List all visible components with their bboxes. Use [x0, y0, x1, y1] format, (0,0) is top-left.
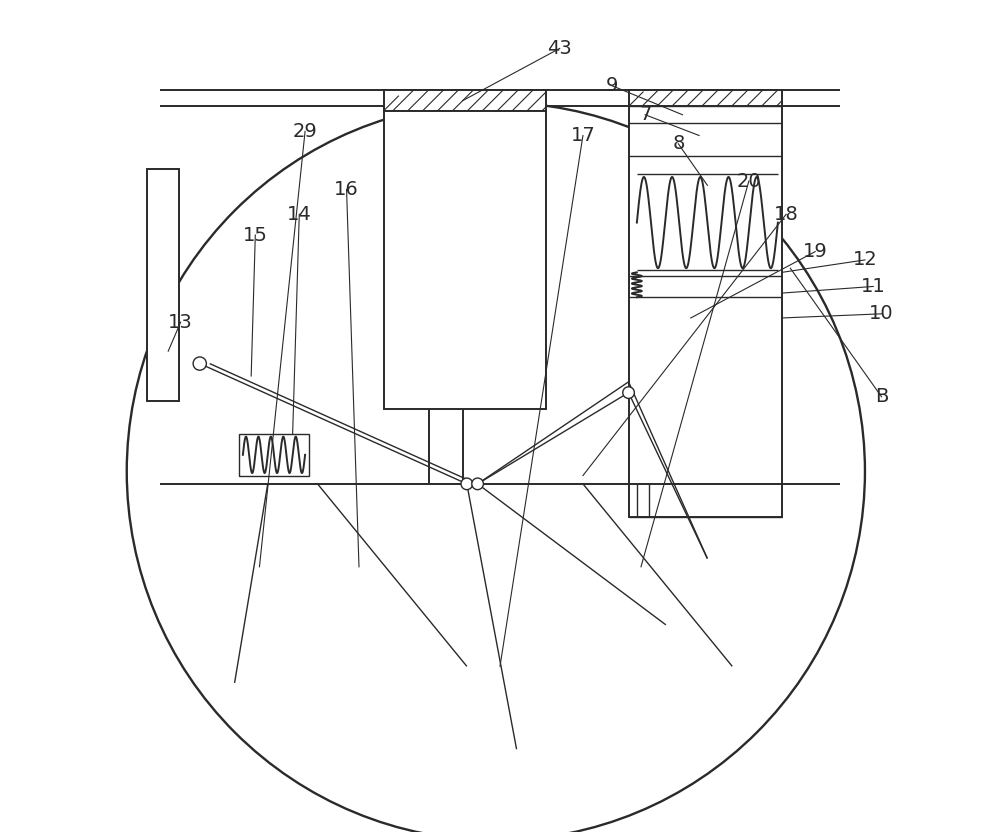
Circle shape [472, 478, 483, 489]
Text: 8: 8 [672, 134, 685, 154]
Text: 15: 15 [243, 225, 268, 245]
Text: 11: 11 [861, 277, 886, 296]
Bar [629, 90, 782, 106]
Text: 18: 18 [774, 205, 799, 224]
Text: 43: 43 [547, 39, 572, 58]
Circle shape [461, 478, 473, 489]
Text: 17: 17 [571, 126, 595, 145]
Bar [629, 106, 782, 517]
Text: 10: 10 [869, 304, 894, 323]
Text: B: B [875, 387, 888, 407]
Bar [147, 169, 179, 401]
Circle shape [623, 387, 634, 398]
Text: 14: 14 [287, 205, 312, 224]
Text: 16: 16 [334, 180, 359, 199]
Text: 12: 12 [853, 250, 877, 270]
Bar [384, 110, 546, 409]
Bar [384, 90, 546, 110]
Text: 20: 20 [737, 172, 761, 190]
Text: 7: 7 [639, 105, 651, 124]
Text: 19: 19 [803, 242, 828, 261]
Circle shape [127, 103, 865, 835]
Text: 29: 29 [293, 122, 317, 141]
Text: 13: 13 [168, 312, 193, 331]
Text: 9: 9 [606, 76, 618, 95]
Circle shape [193, 357, 206, 370]
Bar [239, 434, 309, 476]
